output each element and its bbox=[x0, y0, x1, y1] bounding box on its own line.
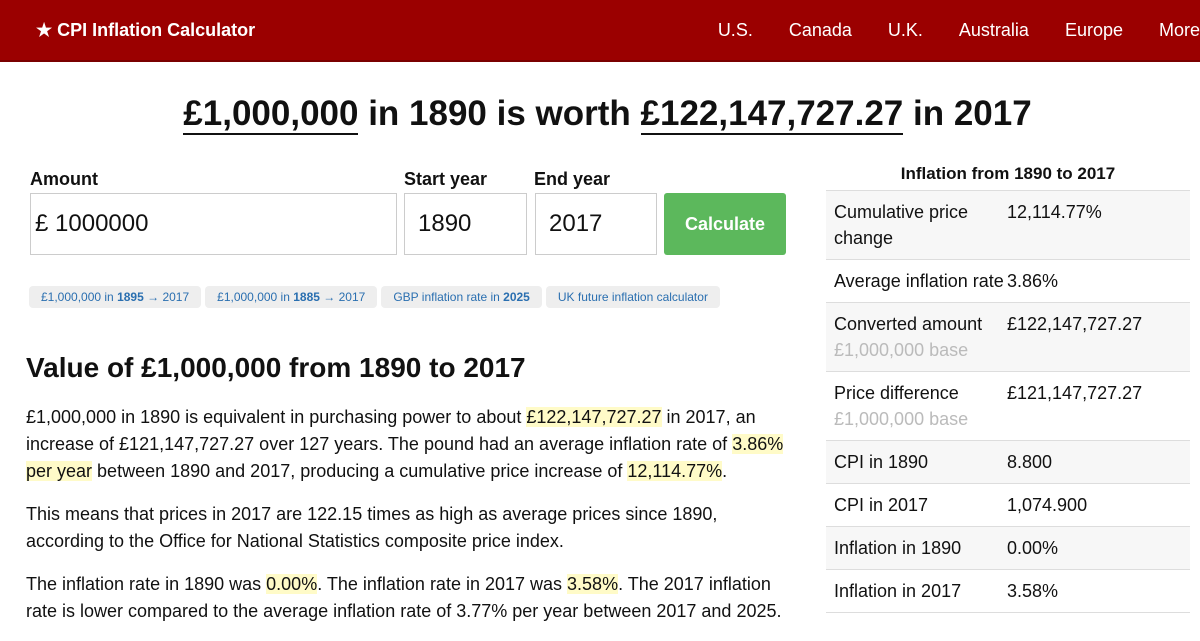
headline-text: in 2017 bbox=[903, 94, 1032, 133]
nav-link[interactable]: U.S. bbox=[717, 20, 753, 40]
chip[interactable]: UK future inflation calculator bbox=[545, 286, 720, 308]
table-rows: Cumulative price change 12,114.77% Average… bbox=[826, 191, 1190, 613]
nav-link[interactable]: More bbox=[1158, 20, 1200, 40]
paragraph: £1,000,000 in 1890 is equivalent in purc… bbox=[26, 404, 796, 485]
summary-table: Inflation from 1890 to 2017 Cumulative p… bbox=[826, 164, 1190, 613]
article-heading: Value of £1,000,000 from 1890 to 2017 bbox=[26, 352, 526, 383]
row-label: Average inflation rate bbox=[834, 271, 1004, 291]
amount-value: 1000000 bbox=[55, 210, 149, 237]
start-input[interactable]: 1890 bbox=[404, 193, 527, 255]
table-title: Inflation from 1890 to 2017 bbox=[826, 164, 1190, 191]
headline: £1,000,000 in 1890 is worth £122,147,727… bbox=[0, 94, 1200, 135]
chip[interactable]: GBP inflation rate in 2025 bbox=[381, 286, 542, 308]
row-value: 8.800 bbox=[1007, 452, 1053, 472]
table-row: Converted amount £1,000,000 base £122,147,… bbox=[826, 303, 1190, 372]
row-label: CPI in 2017 bbox=[834, 495, 929, 515]
headline-amount: £1,000,000 bbox=[183, 94, 359, 135]
chip[interactable]: £1,000,000 in 1895 → 2017 bbox=[29, 286, 202, 308]
row-label-cell: Inflation in 2017 bbox=[834, 578, 1007, 604]
text: This means that prices in 2017 are 122.1… bbox=[26, 504, 718, 551]
chip-text: 1895 bbox=[117, 290, 144, 304]
text: between 1890 and 2017, producing a cumul… bbox=[92, 461, 628, 481]
row-value: 0.00% bbox=[1007, 538, 1059, 558]
row-label: Inflation in 2017 bbox=[834, 581, 962, 601]
amount-input[interactable]: £ 1000000 bbox=[30, 193, 397, 255]
chip-text: £1,000,000 in bbox=[217, 290, 294, 304]
paragraph: This means that prices in 2017 are 122.1… bbox=[26, 501, 796, 555]
currency: £ bbox=[35, 210, 49, 237]
row-label-cell: Converted amount £1,000,000 base bbox=[834, 311, 1007, 363]
table-row: Inflation in 1890 0.00% bbox=[826, 527, 1190, 570]
row-sub: £1,000,000 base bbox=[834, 340, 969, 360]
table-row: Cumulative price change 12,114.77% bbox=[826, 191, 1190, 260]
row-label: Price difference bbox=[834, 383, 959, 403]
row-label-cell: Price difference £1,000,000 base bbox=[834, 380, 1007, 432]
row-label-cell: CPI in 2017 bbox=[834, 492, 1007, 518]
highlight: 3.58% bbox=[567, 574, 619, 594]
table-row: Average inflation rate 3.86% bbox=[826, 260, 1190, 303]
text: in 2017, an increase of £121,147,727.27 … bbox=[26, 407, 756, 454]
nav-link[interactable]: Europe bbox=[1064, 20, 1123, 40]
chip-text: → 2017 bbox=[143, 290, 190, 304]
row-value: £122,147,727.27 bbox=[1007, 314, 1143, 334]
row-label-cell: Cumulative price change bbox=[834, 199, 1007, 251]
text: . The 2017 inflation rate is lower compa… bbox=[26, 574, 782, 621]
chips: £1,000,000 in 1895 → 2017 £1,000,000 in 1… bbox=[29, 286, 720, 308]
paragraph: The inflation rate in 1890 was 0.00%. Th… bbox=[26, 571, 796, 625]
text: . The inflation rate in 2017 was bbox=[317, 574, 568, 594]
chip-text: £1,000,000 in bbox=[41, 290, 118, 304]
chip-text: GBP inflation rate in bbox=[393, 290, 504, 304]
headline-result: £122,147,727.27 bbox=[640, 94, 904, 135]
start-label: Start year bbox=[404, 169, 488, 189]
end-label: End year bbox=[534, 169, 611, 189]
row-value: 3.86% bbox=[1007, 271, 1059, 291]
row-label: CPI in 1890 bbox=[834, 452, 929, 472]
chip-text: → 2017 bbox=[319, 290, 366, 304]
nav-link[interactable]: Canada bbox=[788, 20, 852, 40]
row-label: Inflation in 1890 bbox=[834, 538, 962, 558]
row-value: 12,114.77% bbox=[1007, 202, 1102, 222]
table-row: CPI in 2017 1,074.900 bbox=[826, 484, 1190, 527]
row-value: £121,147,727.27 bbox=[1007, 383, 1143, 403]
table-row: CPI in 1890 8.800 bbox=[826, 441, 1190, 484]
highlight: £122,147,727.27 bbox=[526, 407, 662, 427]
row-value: 1,074.900 bbox=[1007, 495, 1088, 515]
article: Value of £1,000,000 from 1890 to 2017 £1… bbox=[26, 352, 796, 641]
row-label-cell: Average inflation rate bbox=[834, 268, 1007, 294]
headline-text: in 1890 is worth bbox=[358, 94, 641, 133]
chip-text: UK future inflation calculator bbox=[557, 290, 708, 304]
brand[interactable]: ★ CPI Inflation Calculator bbox=[36, 20, 256, 40]
row-sub: £1,000,000 base bbox=[834, 409, 969, 429]
nav-link[interactable]: U.K. bbox=[887, 20, 923, 40]
text: £1,000,000 in 1890 is equivalent in purc… bbox=[26, 407, 527, 427]
row-label: Converted amount bbox=[834, 314, 983, 334]
highlight: 0.00% bbox=[266, 574, 318, 594]
row-value: 3.58% bbox=[1007, 581, 1059, 601]
chip-text: 1885 bbox=[293, 290, 320, 304]
table-row: Price difference £1,000,000 base £121,147,… bbox=[826, 372, 1190, 441]
table-row: Inflation in 2017 3.58% bbox=[826, 570, 1190, 613]
amount-label: Amount bbox=[30, 169, 98, 189]
row-label-cell: CPI in 1890 bbox=[834, 449, 1007, 475]
row-label: Cumulative price change bbox=[834, 202, 969, 248]
text: The inflation rate in 1890 was bbox=[26, 574, 267, 594]
highlight: 12,114.77% bbox=[627, 461, 723, 481]
text: . bbox=[722, 461, 728, 481]
end-input[interactable]: 2017 bbox=[535, 193, 657, 255]
chip-text: 2025 bbox=[503, 290, 530, 304]
row-label-cell: Inflation in 1890 bbox=[834, 535, 1007, 561]
top-bar: ★ CPI Inflation Calculator U.S. Canada U.K… bbox=[0, 0, 1200, 62]
calculate-button[interactable]: Calculate bbox=[664, 193, 786, 255]
chip[interactable]: £1,000,000 in 1885 → 2017 bbox=[205, 286, 378, 308]
nav: U.S. Canada U.K. Australia Europe More bbox=[718, 20, 1200, 41]
nav-link[interactable]: Australia bbox=[958, 20, 1029, 40]
